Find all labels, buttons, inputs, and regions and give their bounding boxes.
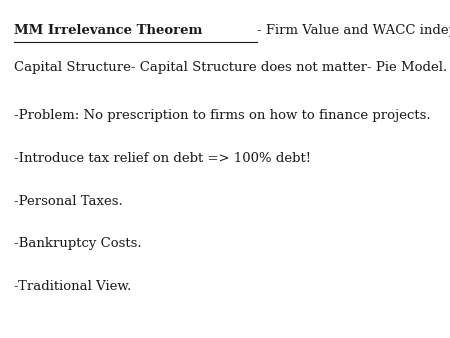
Text: -Problem: No prescription to firms on how to finance projects.: -Problem: No prescription to firms on ho… bbox=[14, 109, 430, 122]
Text: -Personal Taxes.: -Personal Taxes. bbox=[14, 195, 122, 208]
Text: MM Irrelevance Theorem: MM Irrelevance Theorem bbox=[14, 24, 202, 37]
Text: -Traditional View.: -Traditional View. bbox=[14, 280, 131, 293]
Text: -Introduce tax relief on debt => 100% debt!: -Introduce tax relief on debt => 100% de… bbox=[14, 152, 310, 165]
Text: -Bankruptcy Costs.: -Bankruptcy Costs. bbox=[14, 237, 141, 250]
Text: Capital Structure- Capital Structure does not matter- Pie Model.: Capital Structure- Capital Structure doe… bbox=[14, 61, 447, 74]
Text: - Firm Value and WACC independent of: - Firm Value and WACC independent of bbox=[256, 24, 450, 37]
